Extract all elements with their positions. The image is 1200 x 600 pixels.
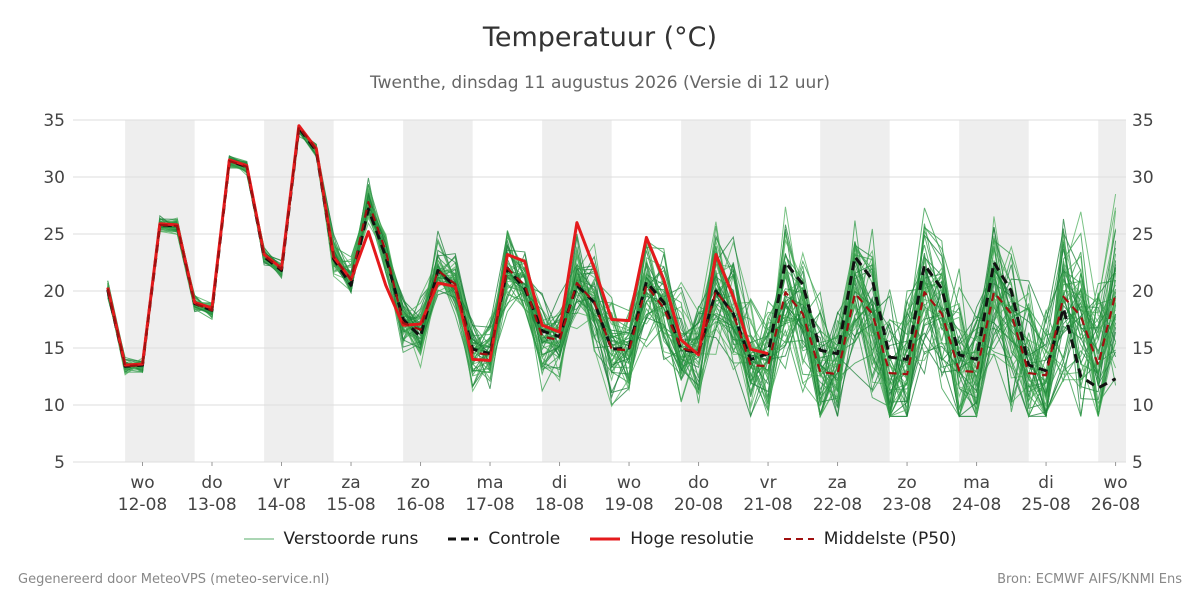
legend-item-median: Middelste (P50) (783, 529, 957, 549)
y-tick-label-right: 30 (1132, 168, 1154, 188)
x-tick-date-label: 24-08 (952, 495, 1001, 515)
chart-subtitle: Twenthe, dinsdag 11 augustus 2026 (Versi… (370, 73, 830, 93)
x-tick-day-label: za (828, 473, 847, 493)
legend-label-control: Controle (488, 529, 561, 549)
legend-item-control: Controle (448, 529, 560, 549)
y-tick-label-right: 15 (1132, 339, 1154, 359)
footer-source: Bron: ECMWF AIFS/KNMI Ens (997, 572, 1182, 587)
y-tick-label-right: 20 (1132, 282, 1154, 302)
y-tick-label-left: 15 (43, 339, 65, 359)
x-tick-day-label: do (688, 473, 709, 493)
legend-swatch-median (783, 533, 814, 545)
x-tick-date-label: 21-08 (743, 495, 792, 515)
x-tick-date-label: 17-08 (465, 495, 514, 515)
x-tick-day-label: wo (617, 473, 641, 493)
legend-swatch-perturbed (243, 533, 274, 545)
legend-item-perturbed: Verstoorde runs (243, 529, 419, 549)
y-tick-label-right: 25 (1132, 225, 1154, 245)
legend-item-hires: Hoge resolutie (590, 529, 754, 549)
x-tick-date-label: 26-08 (1091, 495, 1140, 515)
y-tick-label-right: 5 (1132, 453, 1143, 473)
y-tick-label-left: 5 (54, 453, 65, 473)
legend-label-perturbed: Verstoorde runs (283, 529, 419, 549)
y-tick-label-left: 25 (43, 225, 65, 245)
y-tick-label-left: 30 (43, 168, 65, 188)
x-tick-date-label: 23-08 (882, 495, 931, 515)
x-tick-date-label: 22-08 (813, 495, 862, 515)
y-tick-label-left: 35 (43, 111, 65, 131)
legend-label-median: Middelste (P50) (823, 529, 957, 549)
y-tick-label-left: 20 (43, 282, 65, 302)
y-tick-label-left: 10 (43, 396, 65, 416)
x-tick-day-label: wo (1103, 473, 1127, 493)
x-tick-date-label: 14-08 (257, 495, 306, 515)
x-tick-day-label: zo (897, 473, 916, 493)
x-tick-date-label: 20-08 (674, 495, 723, 515)
x-tick-date-label: 13-08 (187, 495, 236, 515)
y-tick-label-right: 10 (1132, 396, 1154, 416)
perturbed-run-line (107, 130, 1117, 418)
x-tick-date-label: 16-08 (396, 495, 445, 515)
x-tick-day-label: di (1038, 473, 1054, 493)
chart-title: Temperatuur (°C) (482, 22, 718, 53)
x-tick-day-label: vr (760, 473, 777, 493)
x-tick-day-label: vr (273, 473, 290, 493)
footer-generator: Gegenereerd door MeteoVPS (meteo-service… (18, 572, 330, 587)
x-tick-date-label: 12-08 (118, 495, 167, 515)
legend-swatch-hires (590, 533, 621, 545)
legend: Verstoorde runs Controle Hoge resolutie … (0, 529, 1200, 549)
y-tick-label-right: 35 (1132, 111, 1154, 131)
x-tick-day-label: ma (963, 473, 990, 493)
x-tick-date-label: 18-08 (535, 495, 584, 515)
perturbed-run-line (107, 130, 1117, 417)
x-tick-day-label: wo (130, 473, 154, 493)
legend-label-hires: Hoge resolutie (630, 529, 754, 549)
x-tick-day-label: zo (411, 473, 430, 493)
x-tick-day-label: za (341, 473, 360, 493)
x-tick-date-label: 15-08 (326, 495, 375, 515)
x-tick-date-label: 25-08 (1021, 495, 1070, 515)
x-tick-day-label: di (552, 473, 568, 493)
control-series-line (106, 126, 1117, 390)
legend-swatch-control (448, 533, 479, 545)
x-tick-date-label: 19-08 (604, 495, 653, 515)
x-tick-day-label: do (201, 473, 222, 493)
x-tick-day-label: ma (477, 473, 504, 493)
hires-series-line (106, 124, 769, 367)
